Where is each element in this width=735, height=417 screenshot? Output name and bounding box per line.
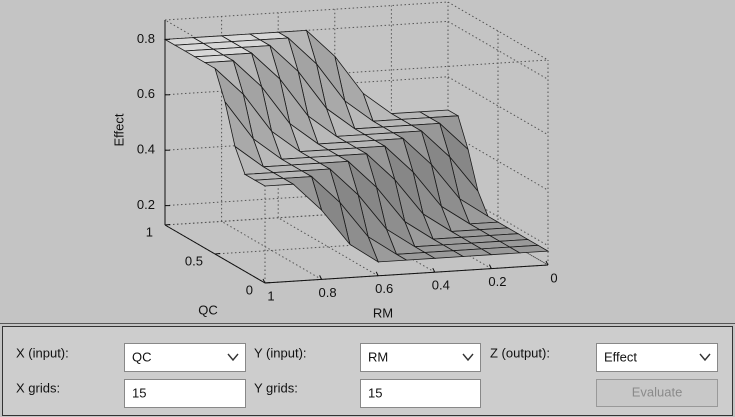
grid-line xyxy=(221,220,322,280)
y-grids-label: Y grids: xyxy=(254,380,298,395)
y-axis-label: QC xyxy=(198,302,218,317)
x-tick-label: 0.6 xyxy=(375,281,393,296)
x-axis xyxy=(264,264,549,284)
y-tick-label: 0 xyxy=(246,282,253,297)
x-input-dropdown[interactable]: QC xyxy=(124,343,246,372)
dropdown-value: QC xyxy=(132,349,152,364)
dropdown-value: Effect xyxy=(604,349,637,364)
box-edge xyxy=(447,1,549,61)
dropdown-arrow xyxy=(227,353,239,362)
dropdown-arrow xyxy=(699,353,711,362)
y-grids-value: 15 xyxy=(368,385,382,400)
grid-line xyxy=(277,217,379,277)
evaluate-label: Evaluate xyxy=(632,384,683,399)
x-tick-label: 0 xyxy=(550,270,557,285)
x-grids-input[interactable] xyxy=(124,379,246,408)
x-tick xyxy=(545,260,549,266)
box-edge xyxy=(164,19,266,79)
z-tick-label: 0.8 xyxy=(137,31,155,46)
y-tick xyxy=(214,253,221,255)
x-tick xyxy=(432,267,436,273)
y-tick-label: 0.5 xyxy=(185,253,203,268)
grid-line xyxy=(164,76,449,96)
x-axis-label: RM xyxy=(373,305,393,320)
y-tick-label: 1 xyxy=(146,224,153,239)
grid-line xyxy=(447,131,549,191)
x-grids-label: X grids: xyxy=(16,380,60,395)
dropdown-box[interactable] xyxy=(124,343,246,372)
dropdown-arrow xyxy=(462,353,474,362)
x-tick xyxy=(375,271,379,277)
y-grids-input[interactable] xyxy=(360,379,481,408)
x-tick xyxy=(319,275,323,280)
x-tick xyxy=(488,264,492,269)
grid-line xyxy=(447,76,549,136)
grid-line xyxy=(447,187,549,247)
surface-patch xyxy=(253,177,295,187)
z-output-label: Z (output): xyxy=(490,345,550,360)
x-tick-label: 0.4 xyxy=(432,278,450,293)
box-edge xyxy=(264,59,549,79)
box-edge xyxy=(447,206,549,266)
z-axis-label: Effect xyxy=(111,113,126,146)
y-tick xyxy=(264,282,271,284)
dropdown-box[interactable] xyxy=(596,343,718,372)
z-tick-label: 0.2 xyxy=(137,197,155,212)
z-tick-label: 0.4 xyxy=(137,142,155,157)
grid-line xyxy=(164,20,449,40)
x-input-label: X (input): xyxy=(16,345,69,360)
z-tick-label: 0.6 xyxy=(137,86,155,101)
y-tick xyxy=(164,224,171,226)
evaluate-button[interactable] xyxy=(596,379,718,407)
dropdown-box[interactable] xyxy=(360,343,481,372)
x-tick xyxy=(262,278,266,284)
x-tick-label: 1 xyxy=(267,288,274,303)
grid-line xyxy=(447,20,549,80)
x-tick-label: 0.2 xyxy=(488,274,506,289)
dropdown-value: RM xyxy=(368,349,388,364)
y-input-dropdown[interactable]: RM xyxy=(360,343,481,372)
x-tick-label: 0.8 xyxy=(319,285,337,300)
z-output-dropdown[interactable]: Effect xyxy=(596,343,718,372)
box-edge xyxy=(164,1,449,21)
y-input-label: Y (input): xyxy=(254,345,307,360)
control-panel: X (input): QC Y (input): RM Z (output): … xyxy=(0,323,735,416)
x-grids-value: 15 xyxy=(132,385,146,400)
